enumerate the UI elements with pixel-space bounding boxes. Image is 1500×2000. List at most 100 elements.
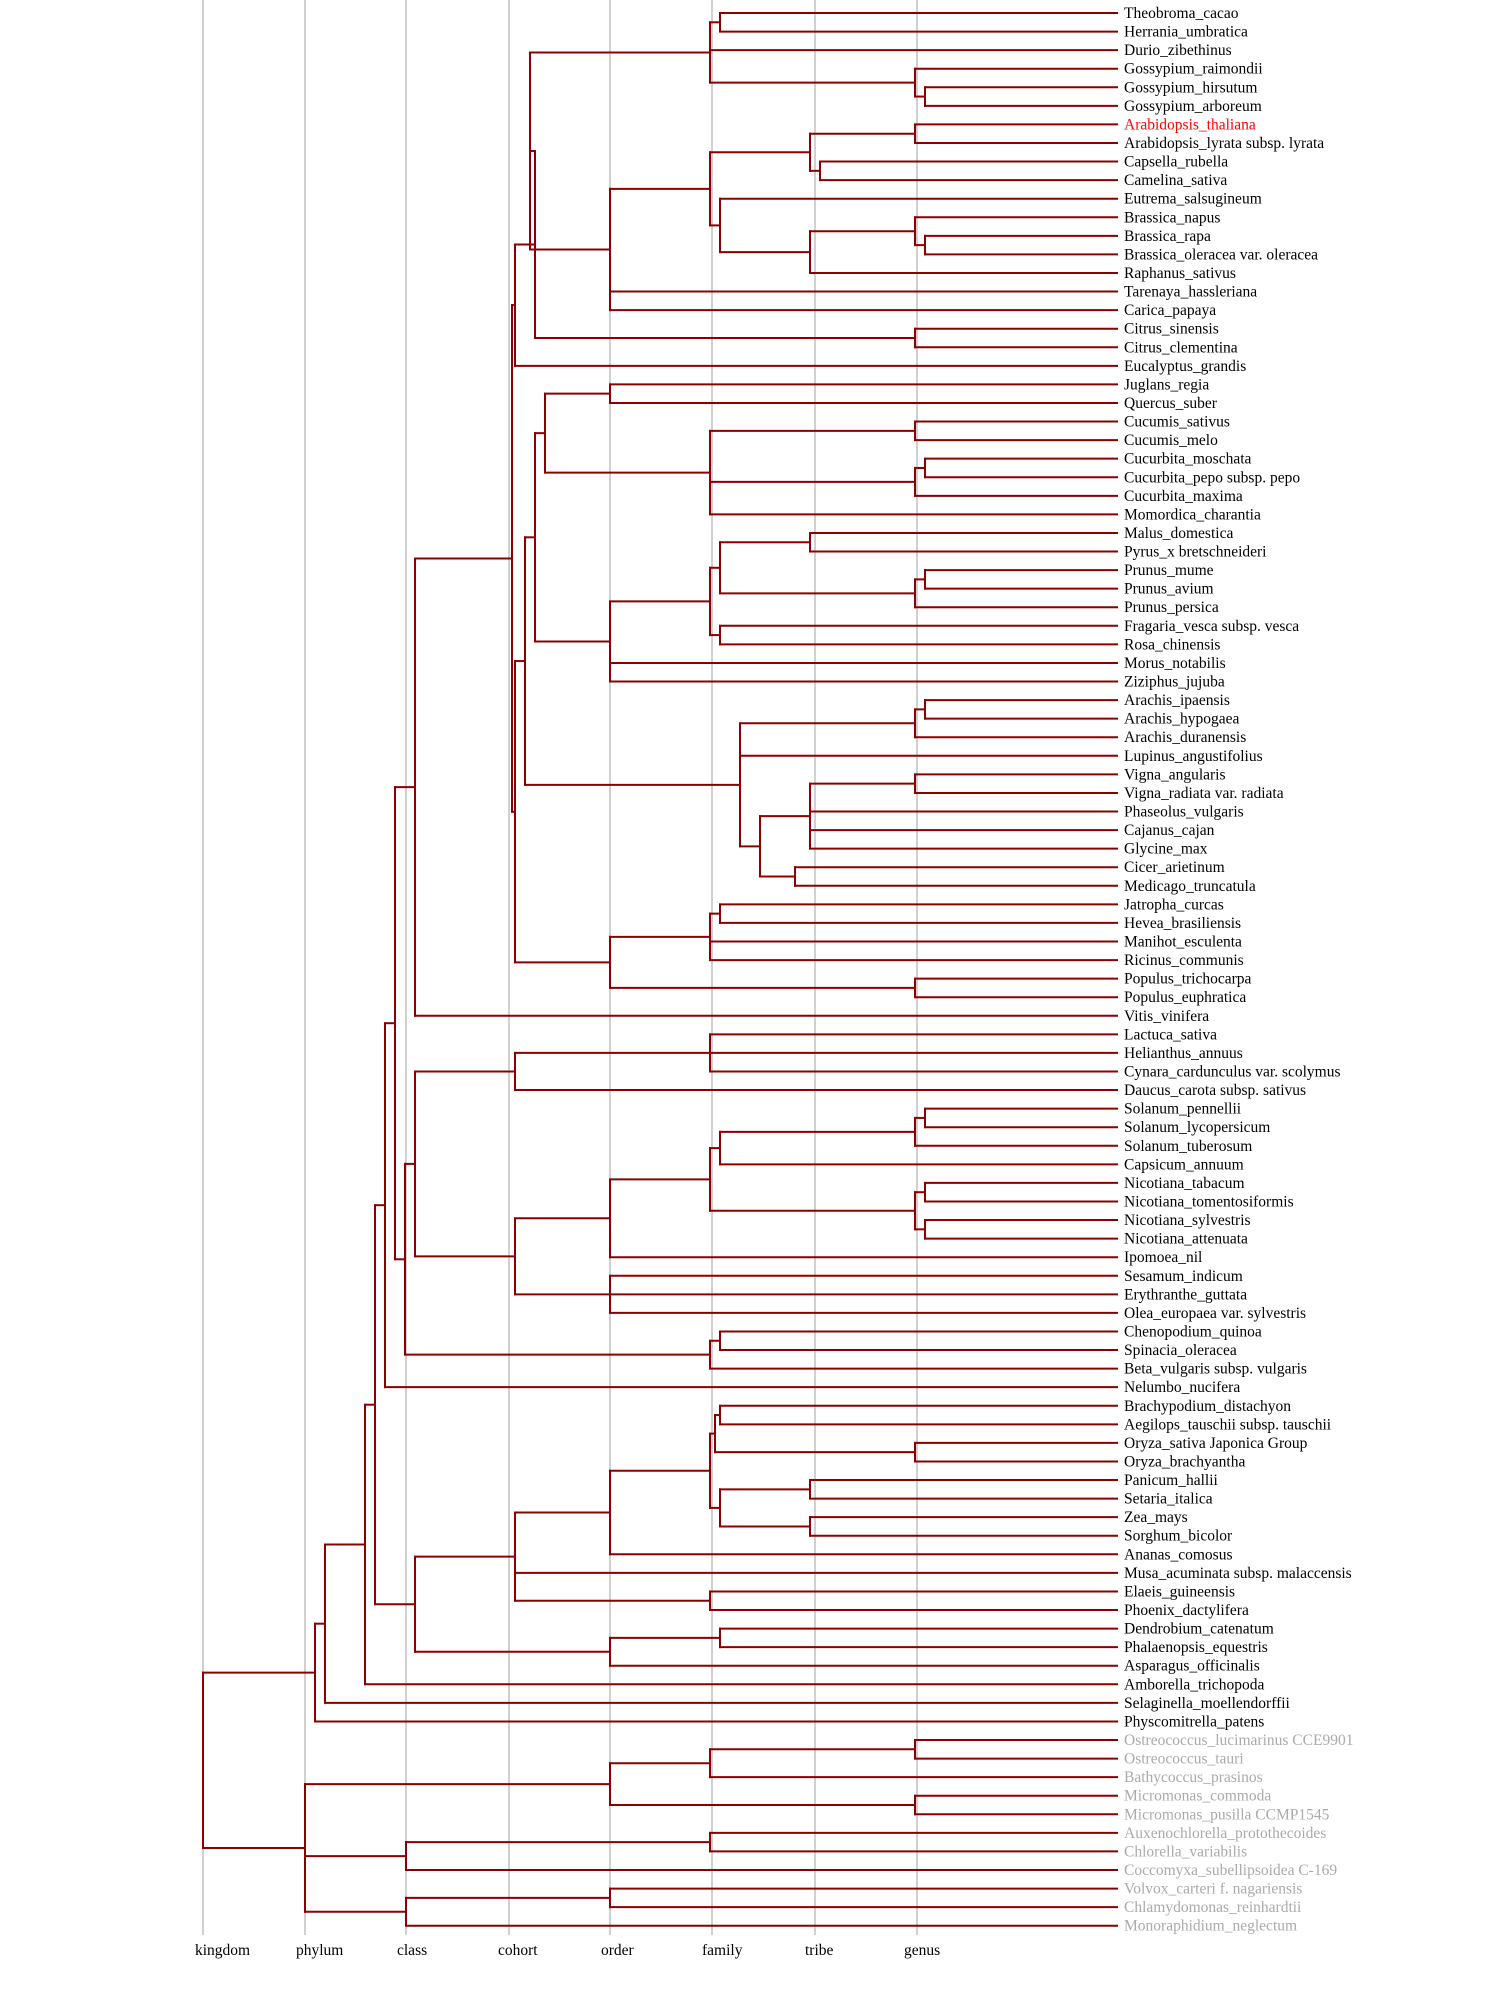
leaf-label: Nicotiana_sylvestris xyxy=(1124,1212,1251,1229)
leaf-label: Jatropha_curcas xyxy=(1124,896,1224,913)
leaf-label: Cajanus_cajan xyxy=(1124,822,1215,839)
leaf-label: Populus_euphratica xyxy=(1124,989,1246,1006)
leaf-label: Arabidopsis_thaliana xyxy=(1124,116,1256,133)
leaf-label: Vigna_angularis xyxy=(1124,766,1226,783)
leaf-label: Citrus_sinensis xyxy=(1124,321,1219,338)
tree-branches xyxy=(202,12,1118,1927)
leaf-label: Musa_acuminata subsp. malaccensis xyxy=(1124,1565,1352,1582)
leaf-label: Eucalyptus_grandis xyxy=(1124,358,1246,375)
leaf-label: Fragaria_vesca subsp. vesca xyxy=(1124,618,1299,635)
leaf-label: Chlorella_variabilis xyxy=(1124,1843,1247,1860)
leaf-label: Erythranthe_guttata xyxy=(1124,1286,1247,1303)
leaf-label: Asparagus_officinalis xyxy=(1124,1658,1260,1675)
leaf-label: Zea_mays xyxy=(1124,1509,1188,1526)
leaf-label: Dendrobium_catenatum xyxy=(1124,1621,1274,1638)
leaf-label: Lactuca_sativa xyxy=(1124,1026,1217,1043)
rank-axis-labels: kingdom phylum class cohort order family tribe… xyxy=(195,1942,940,1959)
leaf-label: Volvox_carteri f. nagariensis xyxy=(1124,1881,1302,1898)
rank-label-family: family xyxy=(702,1942,743,1959)
leaf-label: Ananas_comosus xyxy=(1124,1546,1233,1563)
leaf-label: Cucumis_sativus xyxy=(1124,414,1230,431)
leaf-label: Capsella_rubella xyxy=(1124,154,1228,171)
leaf-label: Olea_europaea var. sylvestris xyxy=(1124,1305,1306,1322)
leaf-label: Glycine_max xyxy=(1124,841,1208,858)
leaf-label: Sesamum_indicum xyxy=(1124,1268,1243,1285)
leaf-label: Eutrema_salsugineum xyxy=(1124,191,1262,208)
leaf-label: Populus_trichocarpa xyxy=(1124,971,1252,988)
leaf-label: Ricinus_communis xyxy=(1124,952,1244,969)
leaf-label: Monoraphidium_neglectum xyxy=(1124,1918,1297,1935)
leaf-label: Phalaenopsis_equestris xyxy=(1124,1639,1268,1656)
leaf-label: Raphanus_sativus xyxy=(1124,265,1236,282)
leaf-label: Cucurbita_moschata xyxy=(1124,451,1252,468)
leaf-label: Phaseolus_vulgaris xyxy=(1124,804,1244,821)
leaf-label: Durio_zibethinus xyxy=(1124,42,1232,59)
leaf-label: Carica_papaya xyxy=(1124,302,1216,319)
leaf-label: Ziziphus_jujuba xyxy=(1124,674,1225,691)
leaf-label: Camelina_sativa xyxy=(1124,172,1227,189)
leaf-label: Manihot_esculenta xyxy=(1124,934,1242,951)
leaf-label: Nelumbo_nucifera xyxy=(1124,1379,1240,1396)
leaf-label: Momordica_charantia xyxy=(1124,506,1261,523)
leaf-label: Gossypium_raimondii xyxy=(1124,61,1263,78)
leaf-label: Arachis_hypogaea xyxy=(1124,711,1239,728)
leaf-label: Cucurbita_maxima xyxy=(1124,488,1243,505)
leaf-label: Cucurbita_pepo subsp. pepo xyxy=(1124,469,1300,486)
leaf-label: Daucus_carota subsp. sativus xyxy=(1124,1082,1306,1099)
leaf-label: Amborella_trichopoda xyxy=(1124,1676,1264,1693)
rank-label-phylum: phylum xyxy=(296,1942,343,1959)
leaf-label: Aegilops_tauschii subsp. tauschii xyxy=(1124,1416,1332,1433)
leaf-label: Arachis_ipaensis xyxy=(1124,692,1230,709)
leaf-label: Ostreococcus_lucimarinus CCE9901 xyxy=(1124,1732,1353,1749)
leaf-label: Helianthus_annuus xyxy=(1124,1045,1243,1062)
leaf-label: Arachis_duranensis xyxy=(1124,729,1246,746)
leaf-label: Coccomyxa_subellipsoidea C-169 xyxy=(1124,1862,1337,1879)
leaf-label: Capsicum_annuum xyxy=(1124,1156,1244,1173)
leaf-label: Auxenochlorella_protothecoides xyxy=(1124,1825,1326,1842)
rank-label-genus: genus xyxy=(904,1942,940,1959)
leaf-label: Cynara_cardunculus var. scolymus xyxy=(1124,1063,1341,1080)
leaf-label: Panicum_hallii xyxy=(1124,1472,1219,1489)
leaf-label: Solanum_pennellii xyxy=(1124,1101,1242,1118)
leaf-label: Physcomitrella_patens xyxy=(1124,1713,1264,1730)
leaf-label: Oryza_brachyantha xyxy=(1124,1453,1245,1470)
leaf-label: Pyrus_x bretschneideri xyxy=(1124,544,1267,561)
leaf-label: Nicotiana_tomentosiformis xyxy=(1124,1193,1294,1210)
leaf-label: Chlamydomonas_reinhardtii xyxy=(1124,1899,1302,1916)
rank-guide-lines xyxy=(202,0,918,1935)
leaf-label: Juglans_regia xyxy=(1124,376,1209,393)
leaf-label: Selaginella_moellendorffii xyxy=(1124,1695,1291,1712)
leaf-label: Prunus_avium xyxy=(1124,581,1214,598)
leaf-label: Brassica_rapa xyxy=(1124,228,1211,245)
leaf-label: Cucumis_melo xyxy=(1124,432,1218,449)
leaf-label: Brachypodium_distachyon xyxy=(1124,1398,1291,1415)
leaf-label: Solanum_lycopersicum xyxy=(1124,1119,1270,1136)
rank-label-kingdom: kingdom xyxy=(195,1942,250,1959)
leaf-label: Spinacia_oleracea xyxy=(1124,1342,1237,1359)
rank-label-tribe: tribe xyxy=(805,1942,834,1959)
leaf-label: Brassica_napus xyxy=(1124,209,1220,226)
leaf-label: Medicago_truncatula xyxy=(1124,878,1256,895)
leaf-label: Oryza_sativa Japonica Group xyxy=(1124,1435,1308,1452)
leaf-label: Hevea_brasiliensis xyxy=(1124,915,1241,932)
leaf-labels: Theobroma_cacao Herrania_umbraticaDurio_z… xyxy=(1124,5,1353,1935)
leaf-label: Brassica_oleracea var. oleracea xyxy=(1124,246,1318,263)
leaf-label: Herrania_umbratica xyxy=(1124,24,1248,41)
leaf-label: Vitis_vinifera xyxy=(1124,1008,1209,1025)
leaf-label: Nicotiana_attenuata xyxy=(1124,1231,1248,1248)
leaf-label: Tarenaya_hassleriana xyxy=(1124,284,1257,301)
rank-label-cohort: cohort xyxy=(498,1942,538,1959)
leaf-label: Rosa_chinensis xyxy=(1124,636,1220,653)
leaf-label: Chenopodium_quinoa xyxy=(1124,1323,1262,1340)
leaf-label: Cicer_arietinum xyxy=(1124,859,1225,876)
leaf-label: Micromonas_pusilla CCMP1545 xyxy=(1124,1806,1330,1823)
leaf-label: Elaeis_guineensis xyxy=(1124,1583,1235,1600)
leaf-label: Vigna_radiata var. radiata xyxy=(1124,785,1284,802)
leaf-label: Morus_notabilis xyxy=(1124,655,1226,672)
leaf-label: Micromonas_commoda xyxy=(1124,1788,1271,1805)
leaf-label: Nicotiana_tabacum xyxy=(1124,1175,1245,1192)
rank-label-class: class xyxy=(397,1942,427,1959)
leaf-label: Setaria_italica xyxy=(1124,1491,1213,1508)
leaf-label: Citrus_clementina xyxy=(1124,339,1238,356)
